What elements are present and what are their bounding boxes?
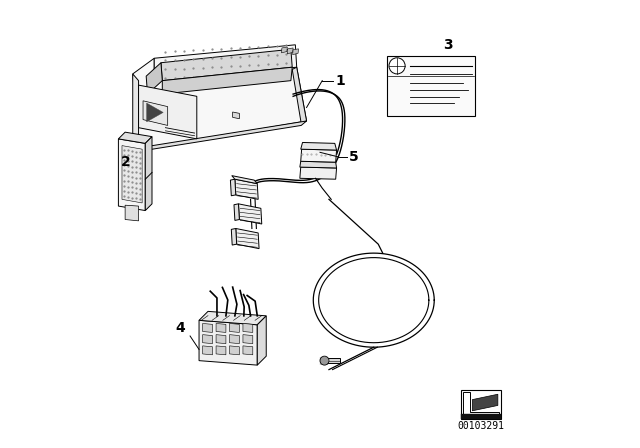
Polygon shape bbox=[230, 323, 239, 332]
Polygon shape bbox=[163, 67, 292, 94]
Polygon shape bbox=[132, 74, 139, 152]
Polygon shape bbox=[132, 58, 307, 150]
Polygon shape bbox=[231, 228, 237, 245]
Circle shape bbox=[320, 356, 329, 365]
Polygon shape bbox=[461, 414, 502, 419]
Polygon shape bbox=[243, 335, 253, 344]
Polygon shape bbox=[232, 176, 257, 184]
Polygon shape bbox=[233, 112, 239, 119]
Polygon shape bbox=[257, 316, 266, 365]
Polygon shape bbox=[282, 47, 287, 53]
Polygon shape bbox=[146, 63, 163, 94]
Polygon shape bbox=[143, 101, 168, 125]
Polygon shape bbox=[387, 56, 475, 116]
Polygon shape bbox=[300, 167, 337, 179]
Polygon shape bbox=[243, 323, 253, 332]
Polygon shape bbox=[292, 49, 298, 55]
Circle shape bbox=[389, 58, 405, 74]
Polygon shape bbox=[125, 205, 139, 221]
Text: 1: 1 bbox=[336, 73, 346, 88]
Polygon shape bbox=[301, 149, 337, 162]
Polygon shape bbox=[327, 358, 340, 363]
Polygon shape bbox=[216, 335, 226, 344]
Polygon shape bbox=[199, 311, 266, 325]
Polygon shape bbox=[287, 48, 293, 54]
Polygon shape bbox=[230, 346, 239, 355]
Polygon shape bbox=[203, 323, 212, 332]
Polygon shape bbox=[243, 346, 253, 355]
Text: 5: 5 bbox=[349, 150, 359, 164]
Polygon shape bbox=[147, 103, 163, 122]
Text: 4: 4 bbox=[176, 321, 186, 335]
Polygon shape bbox=[154, 45, 297, 81]
Polygon shape bbox=[236, 228, 259, 249]
Polygon shape bbox=[203, 335, 212, 344]
Polygon shape bbox=[132, 121, 307, 152]
Polygon shape bbox=[199, 320, 257, 365]
Polygon shape bbox=[203, 346, 212, 355]
Polygon shape bbox=[301, 142, 337, 150]
Polygon shape bbox=[234, 204, 239, 220]
Polygon shape bbox=[235, 179, 258, 199]
Polygon shape bbox=[118, 132, 152, 143]
Polygon shape bbox=[461, 390, 502, 419]
Polygon shape bbox=[230, 179, 236, 196]
Polygon shape bbox=[230, 335, 239, 344]
Polygon shape bbox=[463, 392, 499, 417]
Polygon shape bbox=[161, 49, 292, 81]
Polygon shape bbox=[216, 346, 226, 355]
Text: 3: 3 bbox=[443, 38, 453, 52]
Polygon shape bbox=[292, 67, 307, 123]
Polygon shape bbox=[216, 323, 226, 332]
Polygon shape bbox=[139, 85, 197, 139]
Polygon shape bbox=[239, 204, 262, 224]
Polygon shape bbox=[122, 146, 142, 203]
Polygon shape bbox=[145, 137, 152, 211]
Text: 00103291: 00103291 bbox=[458, 421, 505, 431]
Polygon shape bbox=[472, 394, 498, 411]
Polygon shape bbox=[118, 139, 145, 211]
Text: 2: 2 bbox=[121, 155, 131, 169]
Polygon shape bbox=[300, 161, 337, 168]
